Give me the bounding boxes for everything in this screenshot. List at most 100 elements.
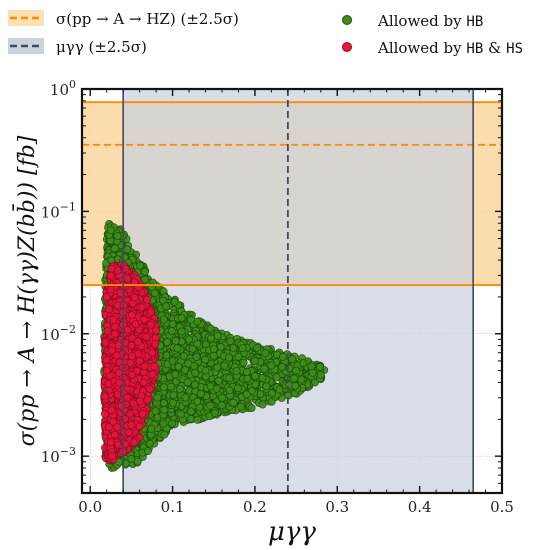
hb-point xyxy=(224,353,233,362)
hb-point xyxy=(168,356,177,365)
hbhs-point xyxy=(143,295,152,304)
hb-point xyxy=(193,339,202,348)
hbhs-point xyxy=(152,326,161,335)
hbhs-point xyxy=(146,308,155,317)
y-tick-base: 10 xyxy=(41,448,60,466)
hbhs-point xyxy=(103,327,112,336)
hbhs-point xyxy=(148,370,157,379)
hb-point xyxy=(239,358,248,367)
band-lines xyxy=(82,89,502,493)
hbhs-point xyxy=(110,329,119,338)
x-axis-title: μγγ xyxy=(268,517,316,547)
hbhs-point xyxy=(100,409,109,418)
y-tick-exponent: −3 xyxy=(60,445,76,458)
hbhs-point xyxy=(130,293,139,302)
hb-point xyxy=(206,382,215,391)
hb-point xyxy=(185,335,194,344)
hb-point xyxy=(170,297,179,306)
legend-sigma-label: σ(pp → A → HZ) (±2.5σ) xyxy=(56,10,239,28)
hb-point xyxy=(260,364,269,373)
hb-point xyxy=(267,389,276,398)
hb-point xyxy=(171,370,180,379)
hb-point xyxy=(242,390,251,399)
hbhs-point xyxy=(128,333,137,342)
hbhs-point xyxy=(126,358,135,367)
hb-point xyxy=(159,419,168,428)
hb-point xyxy=(225,374,234,383)
hbhs-point xyxy=(106,271,115,280)
hb-point xyxy=(278,352,287,361)
hb-point xyxy=(217,401,226,410)
hb-point xyxy=(267,361,276,370)
hbhs-point xyxy=(146,320,155,329)
hb-point xyxy=(216,342,225,351)
hbhs-point xyxy=(109,315,118,324)
y-tick-label: 10−1 xyxy=(41,200,76,221)
hbhs-point xyxy=(110,430,119,439)
hbhs-point xyxy=(108,451,117,460)
hb-point xyxy=(191,368,200,377)
x-tick-label: 0.2 xyxy=(243,498,267,516)
hb-point xyxy=(225,386,234,395)
hb-point xyxy=(210,408,219,417)
hb-point xyxy=(201,355,210,364)
hb-point xyxy=(220,361,229,370)
hb-point xyxy=(272,373,281,382)
hb-point xyxy=(238,344,247,353)
hb-point xyxy=(162,351,171,360)
hbhs-point xyxy=(134,349,143,358)
hb-point xyxy=(160,430,169,439)
hbhs-point xyxy=(131,320,140,329)
hb-point xyxy=(147,424,156,433)
hbhs-point xyxy=(115,378,124,387)
hb-point xyxy=(110,244,119,253)
hbhs-point xyxy=(127,310,136,319)
hb-point xyxy=(174,362,183,371)
hb-point xyxy=(171,336,180,345)
hb-point xyxy=(290,374,299,383)
hbhs-point xyxy=(139,378,148,387)
x-tick-label: 0.0 xyxy=(78,498,102,516)
hb-point xyxy=(315,362,324,371)
x-tick-label: 0.3 xyxy=(325,498,349,516)
hbhs-point xyxy=(102,366,111,375)
hbhs-point xyxy=(136,397,145,406)
hb-point xyxy=(251,380,260,389)
hb-point xyxy=(226,337,235,346)
hbhs-point xyxy=(111,322,120,331)
legend-hbhs-marker xyxy=(342,42,352,52)
hb-point xyxy=(179,352,188,361)
hb-point xyxy=(113,231,122,240)
hbhs-point xyxy=(140,362,149,371)
hb-point xyxy=(143,447,152,456)
hbhs-point xyxy=(137,303,146,312)
hbhs-point xyxy=(104,379,113,388)
hb-point xyxy=(209,345,218,354)
legend-hbhs-prefix: Allowed by xyxy=(377,39,466,57)
hbhs-point xyxy=(123,393,132,402)
hbhs-point xyxy=(114,341,123,350)
hb-point xyxy=(169,391,178,400)
hb-point xyxy=(187,315,196,324)
hb-point xyxy=(160,405,169,414)
y-tick-label: 10−3 xyxy=(41,445,76,466)
hbhs-point xyxy=(123,325,132,334)
hb-point xyxy=(214,376,223,385)
hb-point xyxy=(229,343,238,352)
hb-point xyxy=(292,366,301,375)
hb-point xyxy=(145,439,154,448)
hb-point xyxy=(140,267,149,276)
hbhs-point xyxy=(150,362,159,371)
hb-point xyxy=(168,398,177,407)
hb-point xyxy=(181,393,190,402)
hbhs-point xyxy=(143,395,152,404)
hb-point xyxy=(250,372,259,381)
hb-point xyxy=(250,356,259,365)
hb-point xyxy=(297,375,306,384)
hb-point xyxy=(275,385,284,394)
y-tick-base: 10 xyxy=(41,326,60,344)
hb-point xyxy=(234,352,243,361)
hb-point xyxy=(186,407,195,416)
hb-point xyxy=(190,361,199,370)
